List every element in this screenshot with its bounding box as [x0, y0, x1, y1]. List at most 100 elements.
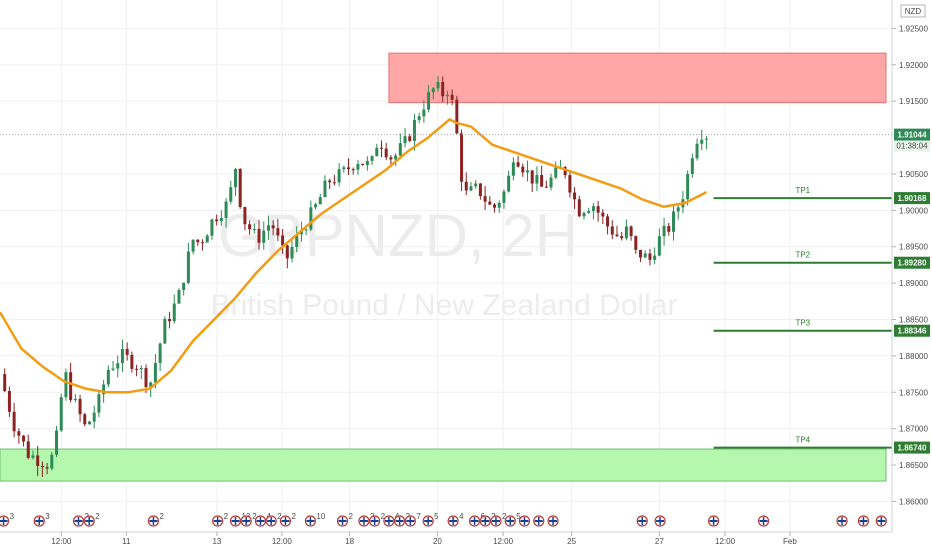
candle-body: [469, 186, 473, 191]
candle-body: [139, 368, 143, 370]
x-tick-label: 12:00: [493, 537, 514, 546]
candle-body: [196, 239, 200, 243]
event-count: 2: [349, 512, 354, 521]
candle-body: [262, 230, 266, 243]
event-count: 7: [416, 512, 421, 521]
y-tick-label: 1.87000: [899, 425, 928, 434]
candle-body: [615, 234, 619, 237]
event-count: 10: [316, 512, 325, 521]
zones: [0, 52, 887, 482]
event-marker: 3: [0, 512, 15, 527]
x-tick-label: Feb: [783, 537, 797, 546]
candle-body: [290, 246, 294, 259]
candle-body: [201, 242, 205, 244]
event-count: 5: [516, 512, 521, 521]
candle-body: [629, 226, 633, 237]
last-price-marker: 1.91044 01:38:04: [0, 128, 930, 152]
candle-body: [540, 175, 544, 187]
candle-body: [568, 175, 572, 193]
candle-body: [686, 173, 690, 200]
candle-body: [657, 236, 661, 256]
event-marker: 7: [404, 512, 421, 527]
candle-body: [624, 226, 628, 239]
candle-body: [643, 253, 647, 258]
countdown-tag-bg: [894, 140, 930, 152]
y-tick-label: 1.88500: [899, 315, 928, 324]
candle-body: [488, 201, 492, 205]
tp-price-tag-bg: [894, 256, 930, 269]
candle-body: [667, 225, 671, 232]
candle-body: [582, 212, 586, 217]
candle-body: [365, 160, 369, 166]
candle-body: [135, 368, 139, 370]
candle-body: [163, 318, 167, 344]
tp-price-tag: 1.89280: [898, 259, 927, 268]
tp-price-tag: 1.86740: [898, 444, 927, 453]
candle-body: [59, 397, 63, 431]
event-count: 2: [224, 512, 229, 521]
event-marker: 5: [504, 512, 521, 527]
event-count: 3: [45, 512, 50, 521]
resistance-zone: [388, 52, 887, 104]
candle-body: [116, 363, 120, 369]
event-count: 2: [277, 512, 282, 521]
candle-body: [45, 467, 49, 469]
candle-body: [17, 431, 21, 436]
candle-body: [620, 236, 624, 239]
candle-body: [573, 192, 577, 200]
candle-body: [158, 343, 162, 363]
candle-body: [172, 303, 176, 322]
candle-body: [507, 175, 511, 192]
candle-body: [587, 211, 591, 213]
candle-body: [695, 143, 699, 159]
candlesticks: [3, 75, 708, 477]
tp-price-tag-bg: [894, 192, 930, 205]
candle-body: [120, 348, 124, 364]
candle-body: [544, 186, 548, 188]
y-tick-label: 1.90000: [899, 206, 928, 215]
candle-body: [168, 318, 172, 322]
watermark-symbol: GBPNZD, 2H: [218, 202, 578, 269]
candle-body: [606, 216, 610, 227]
candle-body: [153, 362, 157, 383]
tp-label: TP1: [795, 186, 810, 195]
candle-body: [309, 207, 313, 230]
support-zone: [0, 448, 887, 482]
event-marker: [707, 515, 720, 527]
event-count: 5: [434, 512, 439, 521]
x-tick-label: 12:00: [715, 537, 736, 546]
time-axis[interactable]: 12:00 11 13 12:00 18 20 12:00 25 27 12:00 Feb: [51, 532, 797, 546]
event-marker: 2: [212, 512, 229, 527]
moving-average-line: [0, 117, 708, 394]
event-count: 3: [10, 512, 15, 521]
candle-body: [252, 229, 256, 231]
candle-body: [149, 382, 153, 387]
candle-body: [304, 229, 308, 231]
event-marker: [757, 515, 770, 527]
event-count: 4: [459, 512, 464, 521]
candle-body: [295, 234, 299, 247]
candle-body: [87, 421, 91, 425]
last-price-tag-bg: [894, 128, 930, 141]
candle-body: [436, 81, 440, 89]
candle-body: [271, 225, 275, 229]
y-tick-label: 1.89500: [899, 243, 928, 252]
watermark-name: British Pound / New Zealand Dollar: [211, 289, 678, 322]
event-count: 2: [502, 512, 507, 521]
event-marker: 5: [422, 512, 439, 527]
candle-body: [12, 411, 16, 432]
candle-body: [412, 119, 416, 141]
candle-body: [347, 167, 351, 170]
event-marker: 2: [265, 512, 282, 527]
candle-body: [591, 206, 595, 212]
price-axis[interactable]: 1.86000 1.86500 1.87000 1.87500 1.88000 1.885…: [892, 24, 928, 506]
y-tick-label: 1.86500: [899, 461, 928, 470]
candle-body: [379, 147, 383, 149]
candle-body: [285, 245, 289, 259]
candle-body: [662, 225, 666, 237]
candle-body: [464, 181, 468, 191]
x-tick-label: 27: [655, 537, 664, 546]
last-price-tag: 1.91044: [898, 131, 927, 140]
event-marker: [875, 515, 887, 527]
